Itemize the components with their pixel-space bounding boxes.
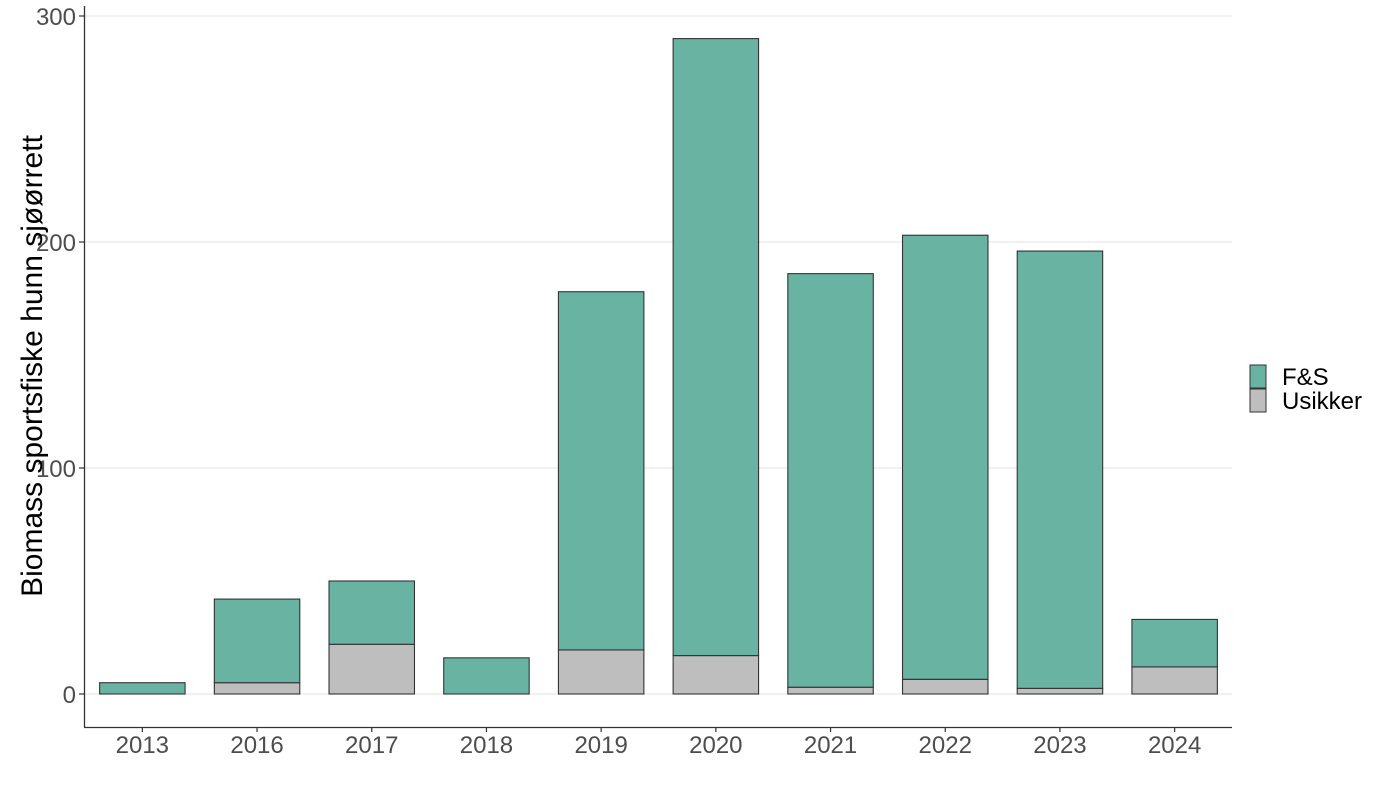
bar-segment-usikker [672, 655, 760, 695]
x-tick-label: 2022 [919, 732, 972, 759]
x-tick-label: 2021 [804, 732, 857, 759]
bar-segment-fs [1131, 618, 1218, 668]
legend-label: F&S [1282, 364, 1329, 391]
x-tick-label: 2024 [1148, 732, 1201, 759]
bar-segment-usikker [901, 678, 989, 695]
bar-segment-fs [213, 598, 301, 684]
legend-swatch [1249, 364, 1267, 389]
bar-segment-usikker [1016, 687, 1104, 695]
x-tick-label: 2023 [1033, 732, 1086, 759]
bar-segment-fs [328, 580, 416, 645]
bar-segment-fs [901, 234, 989, 680]
y-tick-label: 300 [36, 4, 76, 31]
x-tick-label: 2016 [230, 732, 283, 759]
bar-segment-usikker [557, 649, 645, 695]
y-axis-title: Biomass sportsfiske hunn sjøørrett [16, 134, 49, 596]
bar-segment-usikker [328, 643, 416, 695]
bar-segment-fs [672, 38, 760, 657]
bar-segment-fs [1016, 250, 1104, 689]
bar-segment-fs [787, 273, 874, 688]
x-tick-label: 2013 [116, 732, 169, 759]
x-tick-label: 2017 [345, 732, 398, 759]
bar-segment-usikker [1131, 666, 1218, 695]
y-tick-label: 200 [36, 230, 76, 257]
bar-segment-usikker [213, 682, 301, 695]
bar-segment-usikker [787, 686, 874, 695]
x-tick-label: 2020 [689, 732, 742, 759]
legend-label: Usikker [1282, 388, 1362, 415]
legend-swatch [1249, 388, 1267, 413]
x-tick-label: 2019 [574, 732, 627, 759]
axes [83, 6, 1232, 729]
x-tick-label: 2018 [460, 732, 513, 759]
y-axis-ticks: 0 100 200 300 [36, 4, 84, 709]
y-tick-label: 100 [36, 456, 76, 483]
bars [99, 38, 1218, 695]
bar-segment-fs [443, 657, 530, 695]
y-tick-label: 0 [63, 682, 76, 709]
bar-segment-fs [99, 682, 186, 695]
bar-segment-fs [557, 291, 645, 651]
x-axis-ticks: 2013 2016 2017 2018 2019 2020 2021 2022 2023 2024 [116, 727, 1201, 759]
